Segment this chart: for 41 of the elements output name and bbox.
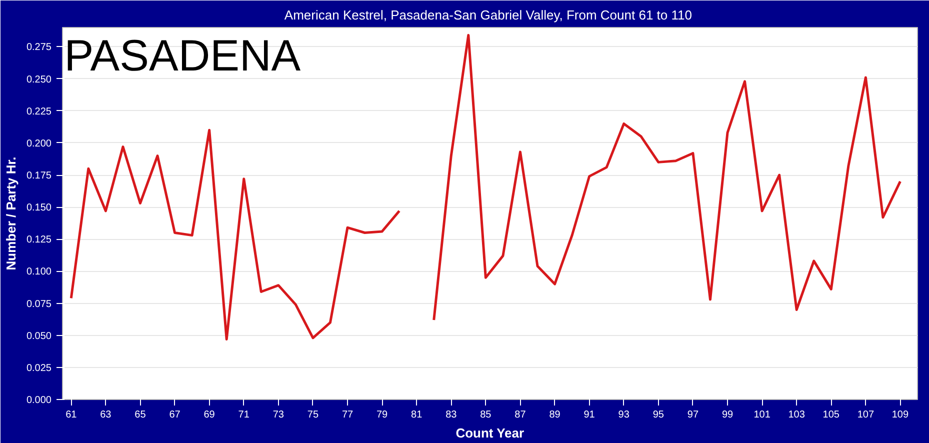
x-tick-label: 103 [788, 410, 806, 420]
x-tick-label: 87 [514, 410, 526, 420]
y-tick-label: 0.175 [26, 170, 52, 182]
x-tick-label: 93 [618, 410, 630, 420]
x-tick-label: 61 [66, 410, 78, 420]
x-tick-label: 91 [584, 410, 596, 420]
y-tick-label: 0.250 [26, 74, 52, 86]
x-tick-label: 63 [100, 410, 112, 420]
y-axis-title: Number / Party Hr. [3, 156, 18, 270]
y-tick-label: 0.100 [26, 266, 52, 278]
x-tick-label: 99 [722, 410, 734, 420]
x-tick-label: 77 [342, 410, 354, 420]
y-tick-label: 0.075 [26, 298, 52, 310]
x-tick-label: 95 [652, 410, 664, 420]
x-tick-label: 65 [134, 410, 146, 420]
x-tick-label: 73 [272, 410, 284, 420]
x-tick-label: 67 [169, 410, 181, 420]
y-tick-label: 0.225 [26, 106, 52, 118]
annotation: PASADENA [64, 31, 302, 80]
x-tick-label: 83 [446, 410, 458, 420]
x-tick-label: 105 [822, 410, 840, 420]
x-tick-label: 71 [238, 410, 250, 420]
y-tick-label: 0.000 [26, 395, 52, 406]
x-tick-label: 69 [204, 410, 216, 420]
y-tick-label: 0.125 [26, 234, 52, 246]
x-tick-label: 101 [754, 410, 771, 420]
x-axis-title: Count Year [456, 426, 524, 440]
chart-title: American Kestrel, Pasadena-San Gabriel Valley, From Count 61 to 110 [284, 8, 692, 22]
x-tick-label: 107 [857, 410, 874, 420]
x-tick-label: 97 [687, 410, 699, 420]
x-tick-label: 75 [307, 410, 319, 420]
y-tick-label: 0.200 [26, 138, 52, 150]
y-tick-label: 0.050 [26, 330, 52, 342]
y-tick-label: 0.275 [26, 42, 52, 54]
y-tick-label: 0.150 [26, 202, 52, 214]
x-tick-label: 79 [376, 410, 388, 420]
x-tick-label: 89 [549, 410, 561, 420]
x-tick-label: 81 [411, 410, 423, 420]
x-tick-label: 85 [480, 410, 492, 420]
y-tick-label: 0.025 [26, 362, 52, 374]
x-tick-label: 109 [892, 410, 910, 420]
